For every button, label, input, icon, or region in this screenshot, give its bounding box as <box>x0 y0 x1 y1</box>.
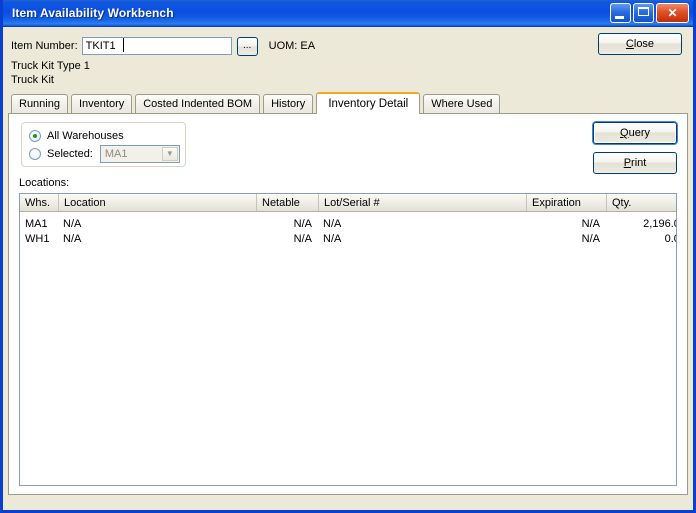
item-number-input[interactable] <box>81 37 232 55</box>
close-button-accel: C <box>625 38 634 50</box>
print-button[interactable]: Print <box>593 152 677 174</box>
radio-all-warehouses-label: All Warehouses <box>47 130 124 142</box>
cell-whs: WH1 <box>25 232 50 245</box>
column-header-whs[interactable]: Whs. <box>25 196 51 209</box>
query-button[interactable]: Query <box>592 121 678 145</box>
locations-label: Locations: <box>19 177 70 189</box>
warehouse-filter-group: All Warehouses Selected: MA1 ▼ <box>21 122 186 167</box>
table-row[interactable]: MA1 N/A N/A N/A N/A 2,196.00 <box>20 216 676 231</box>
window-title: Item Availability Workbench <box>12 6 174 20</box>
column-header-expiration[interactable]: Expiration <box>526 194 606 211</box>
radio-option-all-warehouses[interactable]: All Warehouses <box>29 128 124 144</box>
text-caret <box>123 38 124 52</box>
column-header-location[interactable]: Location <box>58 194 256 211</box>
radio-selected-icon[interactable] <box>29 148 41 160</box>
tab-where-used[interactable]: Where Used <box>423 94 501 113</box>
inventory-detail-panel: All Warehouses Selected: MA1 ▼ Query Pri… <box>8 113 688 495</box>
cell-expiration: N/A <box>581 217 600 230</box>
cell-netable: N/A <box>293 232 312 245</box>
chevron-down-glyph: ▼ <box>165 149 174 158</box>
radio-all-warehouses-icon[interactable] <box>29 130 41 142</box>
maximize-button[interactable] <box>633 3 654 23</box>
tab-inventory[interactable]: Inventory <box>70 94 133 113</box>
maximize-icon <box>638 7 649 16</box>
column-header-lot-serial[interactable]: Lot/Serial # <box>318 194 526 211</box>
close-button-rest: lose <box>633 38 655 50</box>
cell-location: N/A <box>63 232 82 245</box>
cell-expiration: N/A <box>581 232 600 245</box>
tab-inventory-detail[interactable]: Inventory Detail <box>316 92 421 114</box>
header-area: Item Number: ... UOM: EA Truck Kit Type … <box>3 27 693 92</box>
cell-qty: 2,196.00 <box>643 217 676 230</box>
column-header-qty[interactable]: Qty. <box>606 194 676 211</box>
cell-whs: MA1 <box>25 217 48 230</box>
locations-listbox[interactable]: Whs. Location Netable Lot/Serial # Expir… <box>19 193 677 486</box>
warehouse-select-value: MA1 <box>104 148 128 160</box>
cell-lot-serial: N/A <box>323 217 342 230</box>
item-description-line-1: Truck Kit Type 1 <box>11 60 90 72</box>
tab-strip: Running Inventory Costed Indented BOM Hi… <box>3 92 693 114</box>
item-number-row: Item Number: ... UOM: EA <box>11 36 315 56</box>
cell-netable: N/A <box>293 217 312 230</box>
tab-costed-indented-bom[interactable]: Costed Indented BOM <box>135 94 261 113</box>
cell-lot-serial: N/A <box>323 232 342 245</box>
radio-option-selected-warehouse[interactable]: Selected: MA1 ▼ <box>29 145 180 163</box>
window-controls: ✕ <box>610 3 689 23</box>
warehouse-select[interactable]: MA1 ▼ <box>99 145 180 163</box>
table-row[interactable]: WH1 N/A N/A N/A N/A 0.00 <box>20 231 676 246</box>
tab-running[interactable]: Running <box>11 94 68 113</box>
query-button-accel: Q <box>620 127 629 139</box>
item-lookup-button[interactable]: ... <box>236 36 258 56</box>
cell-location: N/A <box>63 217 82 230</box>
close-button[interactable]: Close <box>598 33 682 55</box>
minimize-button[interactable] <box>610 3 631 23</box>
close-icon: ✕ <box>667 6 678 20</box>
close-window-button[interactable]: ✕ <box>656 3 689 23</box>
chevron-down-icon[interactable]: ▼ <box>161 147 178 161</box>
window-titlebar: Item Availability Workbench ✕ <box>3 0 693 27</box>
print-button-accel: P <box>623 157 632 169</box>
item-number-label: Item Number: <box>11 40 78 52</box>
cell-qty: 0.00 <box>664 232 676 245</box>
item-description-line-2: Truck Kit <box>11 74 54 86</box>
print-button-rest: rint <box>631 157 647 169</box>
column-header-netable[interactable]: Netable <box>256 194 318 211</box>
uom-display: UOM: EA <box>268 40 316 52</box>
query-button-rest: uery <box>628 127 650 139</box>
tab-history[interactable]: History <box>263 94 314 113</box>
minimize-icon <box>615 16 624 19</box>
locations-table-header: Whs. Location Netable Lot/Serial # Expir… <box>20 194 676 212</box>
radio-selected-label: Selected: <box>47 148 93 160</box>
